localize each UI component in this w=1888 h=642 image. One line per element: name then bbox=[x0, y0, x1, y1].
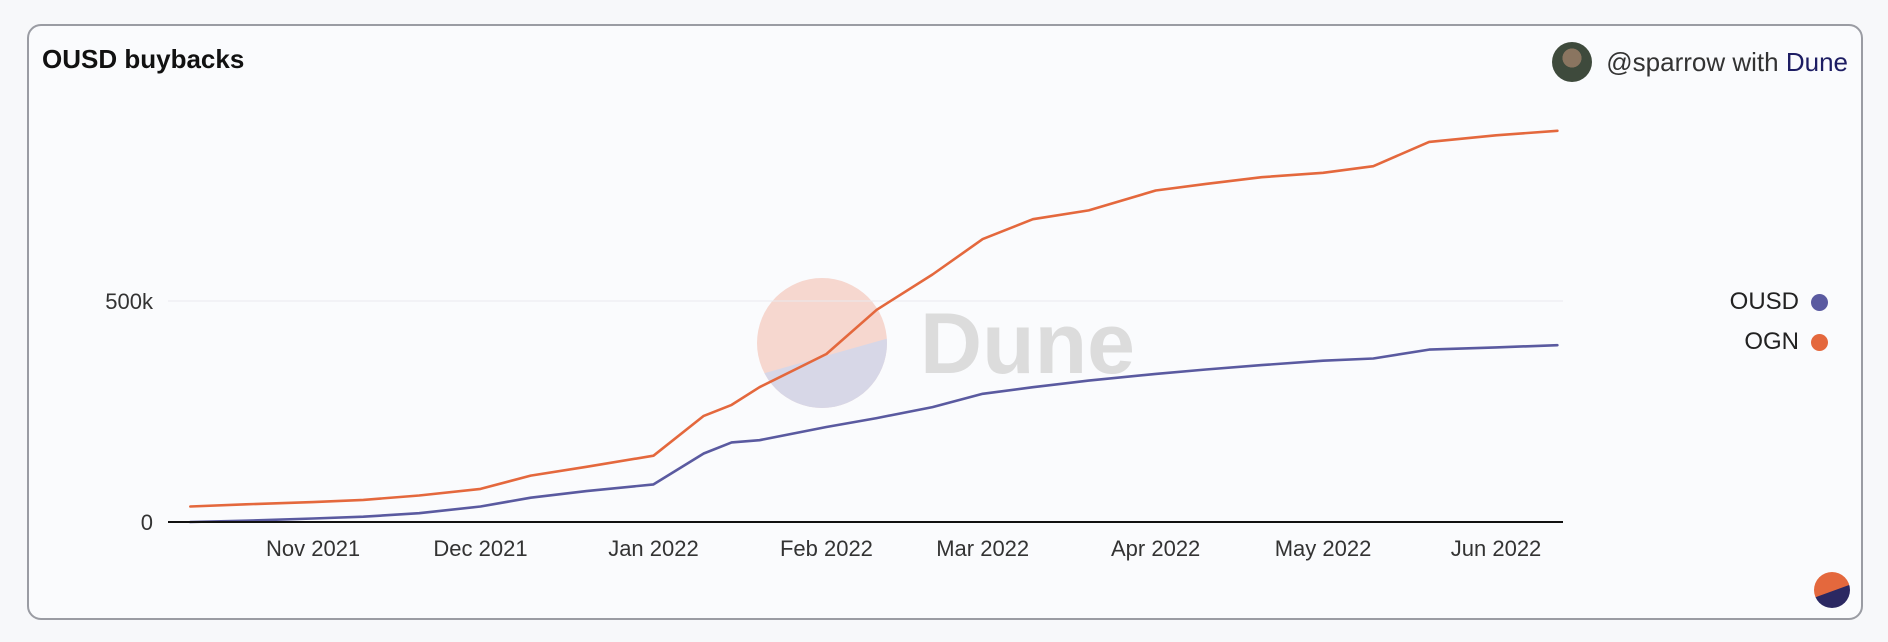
series-line-ogn[interactable] bbox=[189, 129, 1559, 508]
legend: OUSD OGN bbox=[1730, 288, 1828, 356]
dune-link[interactable]: Dune bbox=[1785, 46, 1848, 77]
attribution-with: with bbox=[1732, 46, 1779, 77]
x-tick-label: Jun 2022 bbox=[1451, 536, 1542, 561]
legend-label-ousd: OUSD bbox=[1729, 288, 1799, 315]
watermark-text: Dune bbox=[920, 296, 1135, 392]
x-tick-label: Nov 2021 bbox=[266, 536, 360, 561]
x-tick-label: May 2022 bbox=[1275, 536, 1372, 561]
legend-swatch-ousd bbox=[1811, 293, 1828, 311]
attribution: @sparrow with Dune bbox=[1552, 42, 1848, 82]
series-line-ousd[interactable] bbox=[189, 343, 1559, 524]
y-tick-label: 500k bbox=[105, 289, 154, 314]
chart-title: OUSD buybacks bbox=[42, 44, 245, 74]
legend-item-ogn[interactable]: OGN bbox=[1744, 328, 1828, 356]
y-tick-label: 0 bbox=[141, 510, 153, 535]
x-tick-label: Mar 2022 bbox=[936, 536, 1029, 561]
legend-label-ogn: OGN bbox=[1744, 328, 1799, 355]
legend-swatch-ogn bbox=[1811, 333, 1828, 351]
author-handle[interactable]: @sparrow bbox=[1606, 46, 1726, 77]
x-tick-label: Dec 2021 bbox=[433, 536, 527, 561]
series-lines bbox=[189, 129, 1559, 524]
chart-card bbox=[27, 24, 1863, 620]
dune-watermark: Dune bbox=[757, 278, 1135, 408]
legend-item-ousd[interactable]: OUSD bbox=[1730, 288, 1828, 316]
x-tick-label: Feb 2022 bbox=[780, 536, 873, 561]
x-tick-label: Apr 2022 bbox=[1111, 536, 1200, 561]
axes: 0 500k Nov 2021 Dec 2021 Jan 2022 Feb 2022 Mar… bbox=[105, 289, 1563, 561]
avatar[interactable] bbox=[1552, 42, 1593, 82]
dune-corner-logo[interactable] bbox=[1814, 572, 1850, 608]
x-tick-label: Jan 2022 bbox=[608, 536, 699, 561]
